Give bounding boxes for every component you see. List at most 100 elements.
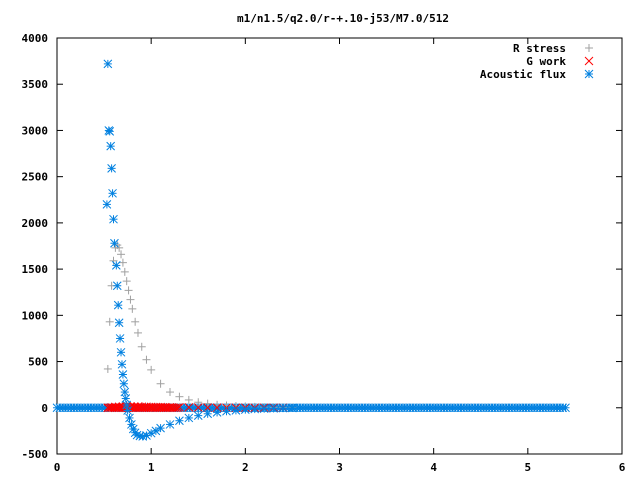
g-work-point — [193, 403, 203, 412]
y-tick-label: 1500 — [22, 263, 49, 276]
g-work-point — [129, 402, 139, 411]
legend-label: Acoustic flux — [480, 68, 566, 81]
chart-title: m1/n1.5/q2.0/r-+.10-j53/M7.0/512 — [237, 12, 449, 25]
g-work-point — [114, 402, 124, 412]
x-tick-label: 0 — [54, 461, 61, 474]
g-work-point — [103, 403, 113, 413]
y-tick-label: 4000 — [22, 32, 49, 45]
acoustic-flux-point — [116, 347, 126, 357]
acoustic-flux-point — [114, 318, 124, 328]
r-stress-point — [147, 365, 156, 374]
g-work-point — [203, 403, 213, 412]
legend-label: R stress — [513, 42, 566, 55]
r-stress-point — [122, 277, 131, 286]
legend-marker — [584, 69, 594, 79]
x-tick-label: 2 — [242, 461, 249, 474]
r-stress-point — [118, 258, 127, 267]
r-stress-point — [103, 364, 112, 373]
acoustic-flux-point — [269, 404, 278, 413]
legend-marker — [585, 44, 593, 52]
g-work-point — [184, 403, 194, 412]
r-stress-point — [128, 304, 137, 313]
acoustic-flux-baseline-point — [561, 403, 570, 413]
y-tick-label: 2500 — [22, 171, 49, 184]
acoustic-flux-point — [278, 403, 288, 413]
acoustic-flux-point — [115, 334, 125, 343]
g-work-point — [107, 402, 116, 412]
r-stress-point — [115, 243, 124, 252]
y-tick-label: 3000 — [22, 124, 49, 137]
r-stress-point — [194, 398, 203, 407]
acoustic-flux-point — [250, 404, 260, 414]
r-stress-point — [117, 250, 126, 259]
r-stress-point — [175, 392, 184, 401]
data-marks — [52, 59, 570, 441]
r-stress-point — [137, 342, 146, 351]
r-stress-point — [133, 328, 142, 337]
x-tick-label: 1 — [148, 461, 155, 474]
r-stress-point — [109, 256, 118, 265]
g-work-point — [133, 402, 143, 411]
y-tick-label: 3500 — [22, 78, 49, 91]
x-tick-label: 6 — [619, 461, 626, 474]
acoustic-flux-point — [165, 420, 175, 429]
acoustic-flux-point — [288, 403, 297, 413]
plot-area-frame — [56, 37, 623, 455]
x-tick-label: 4 — [430, 461, 437, 474]
acoustic-flux-point — [175, 416, 184, 426]
r-stress-point — [203, 399, 212, 408]
r-stress-point — [120, 267, 129, 276]
acoustic-flux-point — [127, 420, 136, 429]
acoustic-flux-point — [156, 423, 165, 433]
g-work-baseline-point — [173, 403, 182, 413]
r-stress-point — [156, 379, 165, 388]
x-tick-label: 5 — [525, 461, 532, 474]
acoustic-flux-point — [123, 406, 132, 415]
acoustic-flux-point — [240, 405, 250, 414]
g-work-point — [111, 402, 120, 412]
r-stress-point — [124, 286, 133, 295]
acoustic-flux-point — [231, 406, 241, 415]
acoustic-flux-point — [112, 281, 122, 291]
g-work-point — [165, 402, 175, 412]
x-tick-label: 3 — [336, 461, 343, 474]
acoustic-flux-point — [111, 261, 121, 270]
acoustic-flux-point — [121, 394, 131, 403]
r-stress-point — [166, 388, 174, 397]
y-axis: -500 0 500 1000 1500 2000 2500 3000 3500 4000 — [22, 32, 622, 461]
acoustic-flux-point — [103, 59, 113, 69]
acoustic-flux-point — [110, 238, 119, 248]
acoustic-flux-point — [106, 141, 116, 151]
y-tick-label: 500 — [28, 356, 48, 369]
legend-label: G work — [526, 55, 566, 68]
acoustic-flux-point — [203, 409, 213, 419]
acoustic-flux-point — [259, 404, 269, 414]
r-stress-point — [131, 317, 140, 326]
r-stress-point — [142, 355, 151, 364]
r-stress-point — [184, 395, 193, 404]
y-tick-label: -500 — [22, 448, 49, 461]
y-tick-label: 0 — [41, 402, 48, 415]
acoustic-flux-point — [193, 411, 203, 420]
r-stress-point — [126, 295, 135, 304]
acoustic-flux-point — [119, 379, 129, 389]
acoustic-flux-point — [102, 200, 112, 209]
acoustic-flux-point — [125, 413, 134, 423]
acoustic-flux-point — [184, 413, 194, 423]
acoustic-flux-point — [113, 300, 123, 310]
acoustic-flux-point — [122, 400, 132, 410]
y-tick-label: 2000 — [22, 217, 49, 230]
acoustic-flux-point — [117, 359, 127, 369]
y-tick-label: 1000 — [22, 309, 49, 322]
acoustic-flux-point — [118, 370, 128, 379]
acoustic-flux-point — [222, 406, 231, 416]
legend-marker — [584, 56, 594, 66]
x-axis: 0 1 2 3 4 5 6 — [54, 38, 626, 474]
r-stress-point — [105, 317, 114, 326]
acoustic-flux-point — [109, 214, 118, 224]
acoustic-flux-point — [108, 188, 117, 198]
acoustic-flux-point — [212, 408, 222, 417]
acoustic-flux-point — [105, 127, 115, 136]
